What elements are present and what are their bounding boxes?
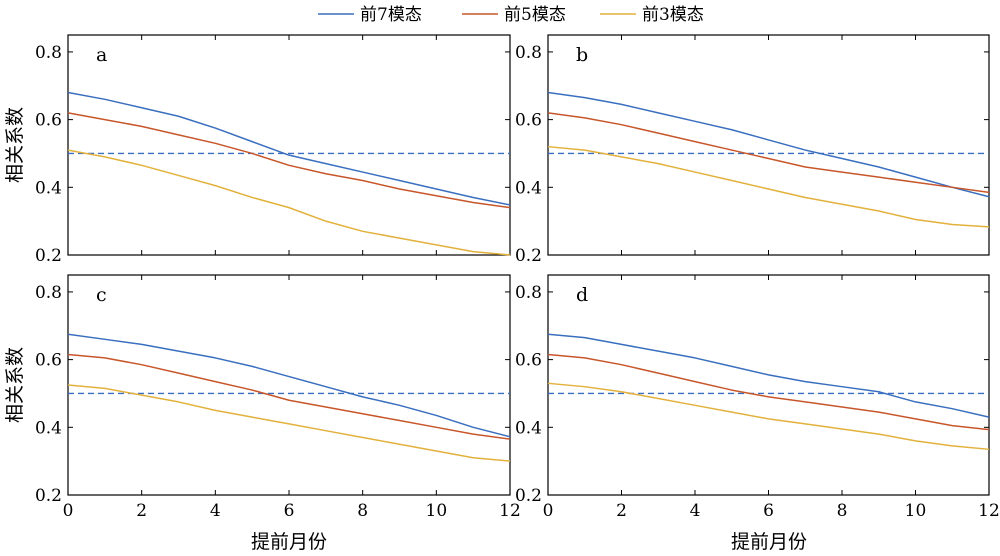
x-tick-label: 10 <box>426 501 448 521</box>
panel-letter: b <box>576 44 588 66</box>
series-line-3 <box>67 149 511 256</box>
y-tick-label: 0.8 <box>515 43 542 63</box>
y-tick-label: 0.4 <box>35 418 62 438</box>
y-tick-label: 0.4 <box>35 178 62 198</box>
y-axis-title-top: 相关系数 <box>4 107 26 183</box>
series-line-2 <box>67 353 511 440</box>
series-line-1 <box>67 333 511 438</box>
y-tick-label: 0.2 <box>35 246 62 266</box>
legend-label-3: 前3模态 <box>642 5 704 25</box>
series-line-1 <box>547 333 990 418</box>
y-axis-title-bottom: 相关系数 <box>4 347 26 423</box>
y-tick-label: 0.8 <box>515 283 542 303</box>
y-tick-label: 0.2 <box>35 486 62 506</box>
x-tick-label: 6 <box>284 501 295 521</box>
y-tick-label: 0.6 <box>35 111 62 131</box>
series-line-2 <box>547 112 990 194</box>
y-tick-label: 0.8 <box>35 283 62 303</box>
x-tick-label: 4 <box>210 501 221 521</box>
y-tick-label: 0.4 <box>515 418 542 438</box>
y-tick-label: 0.6 <box>35 351 62 371</box>
panel-c-frame <box>67 274 511 496</box>
legend-label-2: 前5模态 <box>504 5 566 25</box>
series-line-2 <box>67 112 511 209</box>
series-line-1 <box>67 91 511 206</box>
series-line-3 <box>547 145 990 228</box>
x-tick-label: 2 <box>616 501 627 521</box>
series-line-2 <box>547 353 990 431</box>
y-tick-label: 0.6 <box>515 111 542 131</box>
legend-label-1: 前7模态 <box>360 5 422 25</box>
x-tick-label: 8 <box>837 501 848 521</box>
panel-a-frame <box>67 34 511 256</box>
series-line-3 <box>67 384 511 462</box>
legend: 前7模态 前5模态 前3模态 <box>318 5 704 25</box>
x-axis-title-left: 提前月份 <box>251 531 327 553</box>
y-tick-label: 0.2 <box>515 486 542 506</box>
x-tick-label: 8 <box>357 501 368 521</box>
series-line-1 <box>547 91 990 198</box>
panel-b: 0.2 0.4 0.6 0.8 b <box>515 34 990 266</box>
x-tick-label: 6 <box>763 501 774 521</box>
chart-panels: 0.2 0.4 0.6 0.8 a 0.2 0.4 0.6 0.8 b 0.2 0.4 0.6 0.8 0 2… <box>35 34 1000 521</box>
panel-letter: d <box>576 284 588 306</box>
y-tick-label: 0.6 <box>515 351 542 371</box>
series-line-3 <box>547 382 990 451</box>
panel-letter: a <box>96 44 107 66</box>
x-tick-label: 0 <box>63 501 74 521</box>
x-tick-label: 10 <box>905 501 927 521</box>
y-tick-label: 0.4 <box>515 178 542 198</box>
x-axis-title-right: 提前月份 <box>731 531 807 553</box>
x-tick-label: 12 <box>499 501 521 521</box>
panel-d-frame <box>547 274 990 496</box>
panel-d: 0.2 0.4 0.6 0.8 0 2 4 6 8 10 12 d <box>515 274 1000 521</box>
panel-a: 0.2 0.4 0.6 0.8 a <box>35 34 511 266</box>
x-tick-label: 2 <box>136 501 147 521</box>
y-tick-label: 0.2 <box>515 246 542 266</box>
panel-letter: c <box>96 284 107 306</box>
x-tick-label: 12 <box>978 501 1000 521</box>
x-tick-label: 4 <box>690 501 701 521</box>
panel-c: 0.2 0.4 0.6 0.8 0 2 4 6 8 10 12 c <box>35 274 521 521</box>
y-tick-label: 0.8 <box>35 43 62 63</box>
panel-b-frame <box>547 34 990 256</box>
x-tick-label: 0 <box>543 501 554 521</box>
